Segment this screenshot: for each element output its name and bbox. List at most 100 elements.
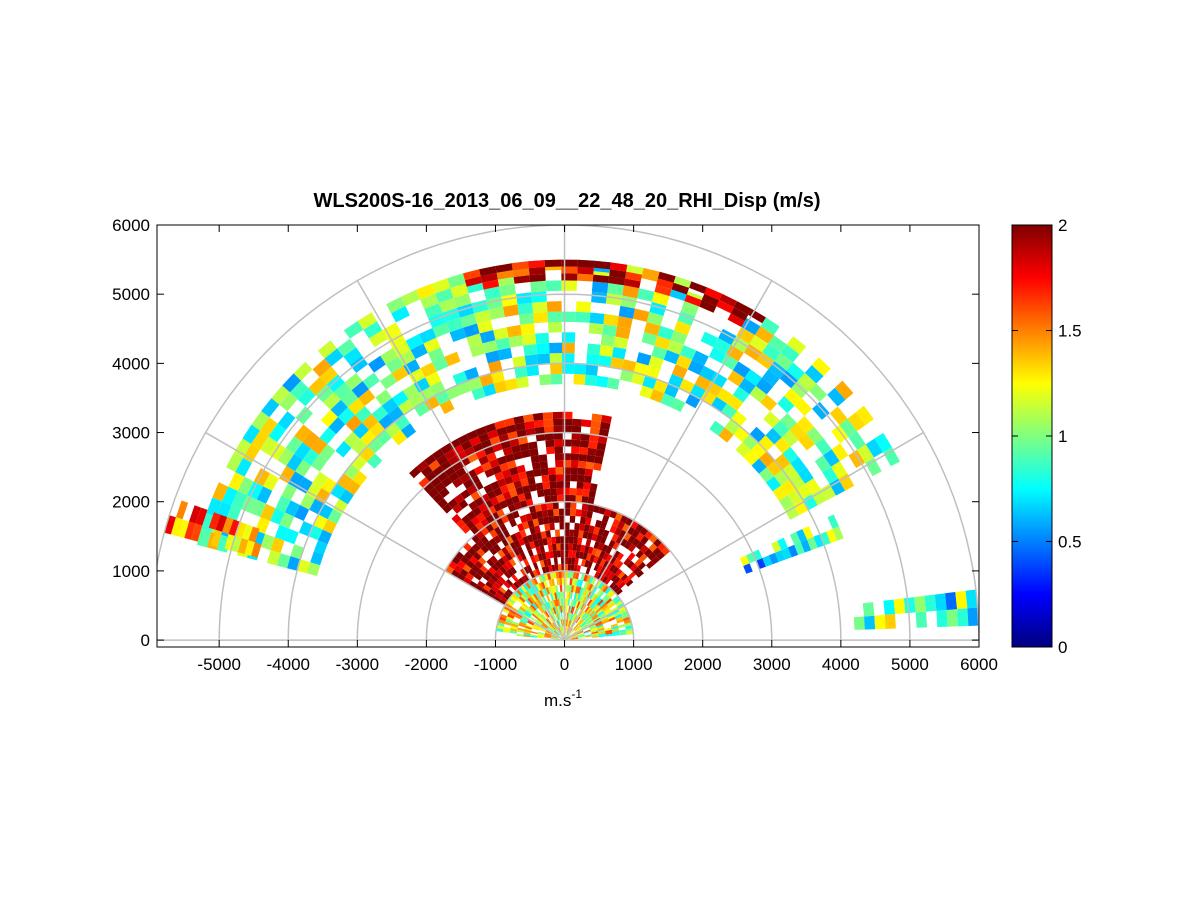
data-cell bbox=[354, 406, 372, 423]
data-cell bbox=[574, 626, 581, 632]
data-cell bbox=[612, 630, 620, 634]
data-cell bbox=[568, 536, 574, 544]
data-cell bbox=[520, 568, 527, 576]
data-cell bbox=[667, 340, 684, 355]
data-cell bbox=[438, 487, 450, 498]
data-cell bbox=[756, 352, 775, 370]
data-cell bbox=[530, 594, 537, 602]
data-cell bbox=[453, 293, 472, 308]
data-cell bbox=[575, 509, 582, 517]
data-cell bbox=[544, 636, 551, 639]
data-cell bbox=[526, 364, 540, 377]
data-cell bbox=[533, 311, 548, 324]
data-cell bbox=[583, 589, 588, 597]
data-cell bbox=[781, 430, 799, 447]
data-cell bbox=[529, 448, 539, 457]
data-cell bbox=[710, 372, 728, 388]
data-cell bbox=[553, 515, 560, 523]
data-cell bbox=[598, 600, 606, 608]
data-cell bbox=[533, 468, 542, 477]
data-cell bbox=[500, 596, 508, 603]
data-cell bbox=[733, 301, 752, 315]
data-cell bbox=[560, 605, 563, 613]
data-cell bbox=[586, 619, 593, 625]
data-cell bbox=[517, 608, 525, 615]
data-cell bbox=[235, 457, 252, 477]
data-cell bbox=[551, 615, 556, 622]
data-cell bbox=[263, 473, 279, 491]
data-cell bbox=[520, 617, 528, 623]
data-cell bbox=[569, 529, 575, 537]
data-cell bbox=[560, 598, 563, 606]
data-cell bbox=[380, 373, 398, 390]
data-cell bbox=[751, 458, 767, 474]
data-cell bbox=[459, 473, 470, 484]
data-cell bbox=[556, 481, 564, 489]
data-cell bbox=[586, 510, 593, 519]
data-cell bbox=[628, 571, 636, 580]
data-cell bbox=[496, 270, 514, 280]
data-cell bbox=[656, 278, 674, 290]
data-cell bbox=[719, 293, 737, 308]
data-cell bbox=[591, 413, 603, 422]
data-cell bbox=[493, 535, 502, 544]
data-cell bbox=[559, 626, 563, 634]
data-cell bbox=[260, 417, 278, 437]
data-cell bbox=[623, 532, 632, 541]
data-cell bbox=[319, 444, 336, 462]
data-cell bbox=[526, 609, 533, 615]
data-cell bbox=[297, 476, 313, 494]
data-cell bbox=[782, 446, 799, 464]
data-cell bbox=[555, 599, 559, 607]
data-cell bbox=[789, 473, 805, 490]
data-cell bbox=[498, 599, 507, 606]
data-cell bbox=[577, 586, 582, 594]
data-cell bbox=[455, 450, 468, 462]
data-cell bbox=[570, 571, 574, 579]
data-cell bbox=[511, 621, 520, 626]
data-cell bbox=[483, 584, 491, 592]
data-cell bbox=[539, 545, 546, 554]
data-cell bbox=[779, 370, 798, 389]
data-cell bbox=[516, 546, 524, 555]
data-cell bbox=[552, 550, 558, 558]
data-cell bbox=[241, 524, 253, 541]
data-cell bbox=[476, 319, 494, 334]
data-cell bbox=[595, 622, 603, 627]
data-cell bbox=[584, 616, 591, 623]
data-cell bbox=[575, 628, 582, 633]
data-cell bbox=[581, 495, 589, 504]
data-cell bbox=[711, 396, 727, 412]
data-cell bbox=[570, 613, 574, 621]
data-cell bbox=[532, 626, 539, 631]
data-cell bbox=[506, 460, 517, 469]
data-cell bbox=[594, 455, 604, 465]
x-axis-label-superscript: -1 bbox=[571, 687, 582, 701]
data-cell bbox=[535, 568, 541, 577]
data-cell bbox=[571, 446, 580, 454]
data-cell bbox=[762, 369, 780, 387]
data-cell bbox=[514, 531, 523, 540]
data-cell bbox=[582, 489, 590, 497]
data-cell bbox=[530, 555, 537, 564]
data-cell bbox=[543, 573, 549, 581]
data-cell bbox=[432, 356, 449, 372]
data-cell bbox=[569, 578, 573, 586]
data-cell bbox=[605, 610, 613, 616]
y-tick-label: 4000 bbox=[112, 354, 150, 373]
data-cell bbox=[543, 580, 548, 589]
data-cell bbox=[547, 586, 552, 594]
data-cell bbox=[585, 617, 592, 624]
data-cell bbox=[496, 625, 504, 630]
data-cell bbox=[367, 437, 384, 454]
data-cell bbox=[777, 395, 795, 414]
data-cell bbox=[608, 539, 616, 548]
data-cell bbox=[449, 327, 467, 342]
data-cell bbox=[196, 528, 212, 548]
data-cell bbox=[606, 589, 614, 597]
data-cell bbox=[548, 565, 553, 573]
data-cell bbox=[324, 348, 344, 367]
data-cell bbox=[591, 634, 599, 637]
data-cell bbox=[551, 607, 556, 615]
data-cell bbox=[581, 419, 592, 428]
